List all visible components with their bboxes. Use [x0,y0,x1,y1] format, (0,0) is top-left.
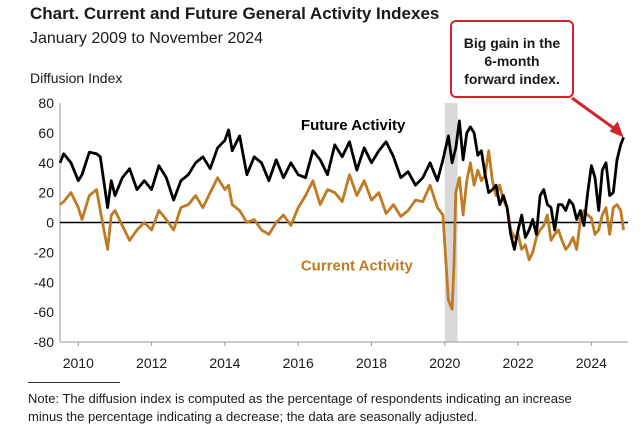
note-line-1: Note: The diffusion index is computed as… [28,391,572,406]
x-tick-label: 2022 [502,355,533,370]
callout-line-3: forward index. [464,71,560,87]
y-tick-label: 0 [46,215,54,231]
y-tick-label: -20 [34,244,54,260]
callout-arrow-head [609,121,624,138]
chart-plot: 80 60 40 20 0 -20 -40 -60 -80 2010 2012 2014 2016 201… [34,95,628,370]
note-line-2: minus the percentage indicating a decrea… [28,409,478,424]
series-line-current [59,149,625,311]
chart-note: Note: The diffusion index is computed as… [28,390,628,426]
x-tick-label: 2020 [429,355,460,370]
y-tick-label: -60 [34,304,54,320]
x-tick-label: 2024 [576,355,607,370]
chart-title: Chart. Current and Future General Activi… [30,4,440,23]
y-tick-label: 60 [38,125,54,141]
y-tick-label: 80 [38,95,54,111]
series-line-future [58,119,625,251]
series-label-current: Current Activity [301,257,414,274]
y-tick-label: -40 [34,274,54,290]
y-tick-label: 40 [38,155,54,171]
series-label-future: Future Activity [301,117,406,134]
note-divider [28,382,120,383]
x-tick-label: 2016 [283,355,314,370]
x-tick-label: 2012 [136,355,167,370]
callout-line-1: Big gain in the [463,35,561,51]
x-tick-label: 2018 [356,355,387,370]
y-tick-label: 20 [38,185,54,201]
y-axis-label: Diffusion Index [30,70,123,86]
callout-arrow-shaft [571,96,621,134]
x-tick-label: 2010 [63,355,94,370]
callout-line-2: 6-month [484,53,540,69]
chart-subtitle: January 2009 to November 2024 [30,30,264,47]
x-tick-label: 2014 [209,355,240,370]
callout-box: Big gain in the 6-month forward index. [450,20,574,98]
y-tick-label: -80 [34,334,54,350]
